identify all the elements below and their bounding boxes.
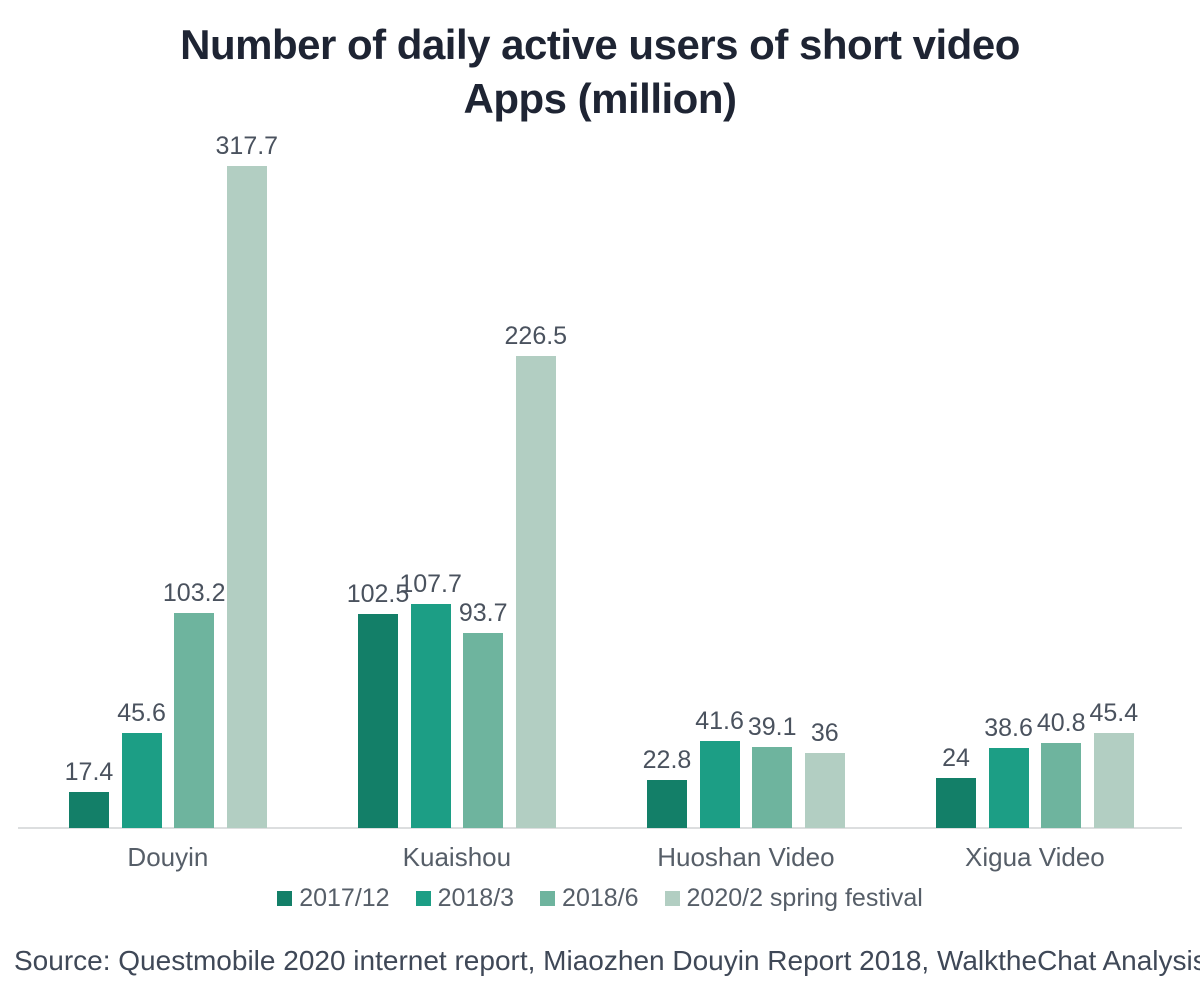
bar-douyin-series-0: [69, 791, 109, 828]
legend-label: 2020/2 spring festival: [686, 884, 923, 912]
bar-huoshan-video-series-0: [647, 780, 687, 828]
bar-douyin-series-1: [121, 732, 162, 828]
bar-value-label: 45.4: [1089, 699, 1139, 728]
bar-douyin-series-2: [174, 612, 215, 828]
bar-xigua-video-series-3: [1093, 733, 1134, 828]
legend-swatch-icon: [415, 891, 431, 906]
bar-huoshan-video-series-2: [752, 746, 793, 828]
legend-label: 2018/3: [437, 884, 515, 912]
bar-huoshan-video-series-3: [804, 752, 845, 828]
legend-label: 2018/6: [562, 884, 639, 912]
legend-item-3: 2020/2 spring festival: [664, 884, 923, 913]
legend-swatch-icon: [664, 891, 680, 906]
bar-value-label: 40.8: [1036, 708, 1086, 737]
bar-value-label: 45.6: [117, 698, 166, 727]
legend-item-2: 2018/6: [540, 884, 639, 913]
bar-value-label: 22.8: [642, 746, 692, 775]
legend-label: 2017/12: [299, 884, 390, 912]
legend-swatch-icon: [540, 891, 556, 906]
bar-kuaishou-series-0: [358, 614, 398, 828]
bar-value-label: 93.7: [458, 598, 508, 627]
bar-value-label: 41.6: [695, 707, 744, 736]
bar-value-label: 17.4: [64, 757, 114, 786]
legend-item-0: 2017/12: [277, 884, 390, 913]
source-note: Source: Questmobile 2020 internet report…: [14, 945, 1200, 976]
x-axis-line: [18, 827, 1182, 829]
bar-value-label: 317.7: [215, 132, 279, 160]
bar-kuaishou-series-3: [515, 356, 556, 828]
legend: 2017/12 2018/3 2018/6 2020/2 spring festiva…: [0, 884, 1200, 913]
page-title: Number of daily active users of short vi…: [0, 18, 1200, 126]
bar-value-label: 226.5: [504, 322, 568, 351]
category-label-xigua-video: Xigua Video: [965, 842, 1105, 872]
bar-huoshan-video-series-1: [699, 741, 740, 828]
bar-value-label: 107.7: [399, 569, 462, 598]
bar-douyin-series-3: [226, 166, 267, 828]
category-label-kuaishou: Kuaishou: [402, 842, 512, 872]
category-label-douyin: Douyin: [127, 842, 209, 872]
plot-area: 17.4 45.6 103.2 317.7 Douyin 102.5 107.7 93.7 22…: [18, 132, 1182, 872]
bar-xigua-video-series-1: [988, 747, 1029, 828]
bar-value-label: 39.1: [747, 712, 797, 741]
category-label-huoshan-video: Huoshan Video: [657, 842, 835, 872]
legend-swatch-icon: [277, 891, 293, 906]
bar-value-label: 38.6: [984, 713, 1033, 742]
chart-title-text: Number of daily active users of short vi…: [180, 21, 1020, 122]
bar-value-label: 103.2: [162, 578, 226, 607]
bar-kuaishou-series-2: [463, 632, 504, 828]
bar-value-label: 24: [942, 743, 970, 772]
bar-xigua-video-series-2: [1041, 742, 1082, 828]
bar-value-label: 36: [810, 718, 839, 747]
bar-value-label: 102.5: [346, 580, 410, 609]
bar-xigua-video-series-0: [936, 777, 976, 828]
legend-item-1: 2018/3: [415, 884, 515, 913]
bar-kuaishou-series-1: [410, 603, 451, 828]
